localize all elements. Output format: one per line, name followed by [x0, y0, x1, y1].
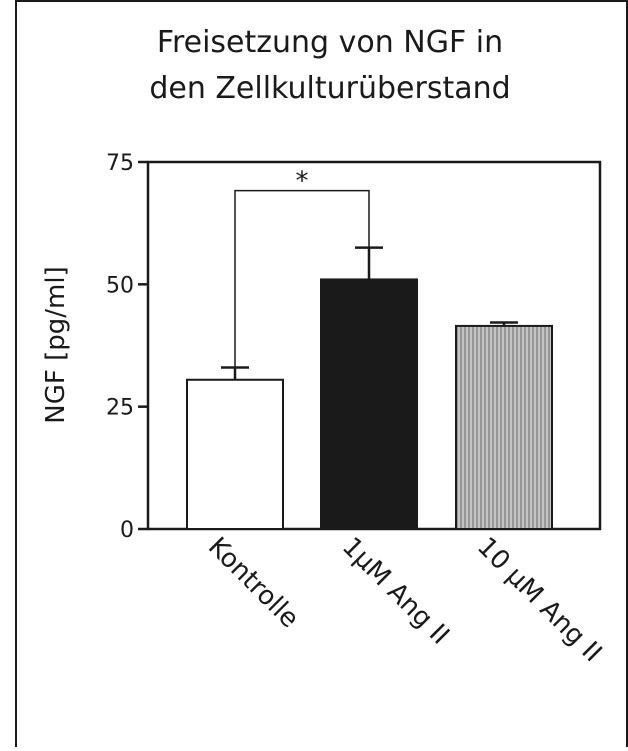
bar	[186, 378, 284, 530]
y-tick-label: 25	[106, 396, 134, 421]
x-tick-label: Kontrolle	[202, 532, 304, 634]
frame	[15, 0, 628, 747]
significance-label: *	[296, 167, 309, 197]
bar	[320, 278, 418, 530]
bar	[455, 324, 553, 530]
chart-title: den Zellkulturüberstand	[149, 71, 510, 106]
y-axis-label: NGF [pg/ml]	[41, 266, 71, 423]
x-tick-label: 10 µM Ang II	[471, 532, 607, 668]
y-tick-label: 75	[106, 151, 134, 176]
chart-title: Freisetzung von NGF in	[157, 25, 503, 60]
y-tick-label: 0	[120, 518, 134, 543]
significance-bracket	[234, 189, 370, 368]
x-tick-label: 1µM Ang II	[336, 532, 455, 651]
y-tick-label: 50	[106, 273, 134, 298]
